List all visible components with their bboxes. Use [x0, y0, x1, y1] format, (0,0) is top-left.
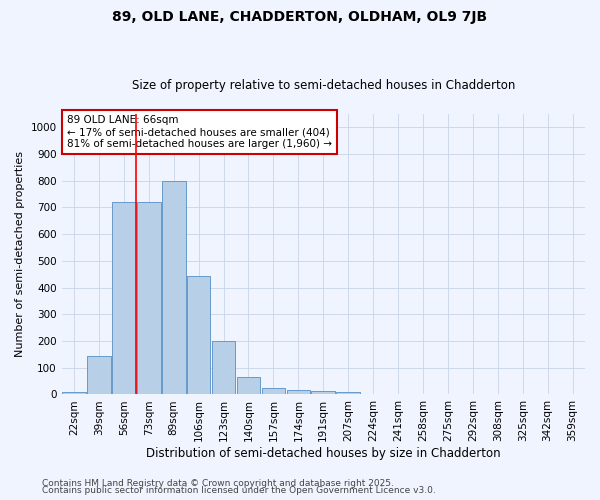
Bar: [162, 181, 185, 394]
Text: Contains public sector information licensed under the Open Government Licence v3: Contains public sector information licen…: [42, 486, 436, 495]
Bar: [337, 392, 360, 394]
Bar: [137, 202, 161, 394]
Text: 89 OLD LANE: 66sqm
← 17% of semi-detached houses are smaller (404)
81% of semi-d: 89 OLD LANE: 66sqm ← 17% of semi-detache…: [67, 116, 332, 148]
Bar: [236, 377, 260, 394]
Bar: [287, 390, 310, 394]
Bar: [311, 392, 335, 394]
Bar: [112, 202, 136, 394]
Text: Contains HM Land Registry data © Crown copyright and database right 2025.: Contains HM Land Registry data © Crown c…: [42, 478, 394, 488]
Bar: [212, 341, 235, 394]
Bar: [187, 276, 211, 394]
Bar: [262, 388, 285, 394]
Bar: [87, 356, 111, 395]
Y-axis label: Number of semi-detached properties: Number of semi-detached properties: [15, 151, 25, 357]
Title: Size of property relative to semi-detached houses in Chadderton: Size of property relative to semi-detach…: [131, 79, 515, 92]
Bar: [62, 392, 86, 394]
Text: 89, OLD LANE, CHADDERTON, OLDHAM, OL9 7JB: 89, OLD LANE, CHADDERTON, OLDHAM, OL9 7J…: [112, 10, 488, 24]
X-axis label: Distribution of semi-detached houses by size in Chadderton: Distribution of semi-detached houses by …: [146, 447, 500, 460]
